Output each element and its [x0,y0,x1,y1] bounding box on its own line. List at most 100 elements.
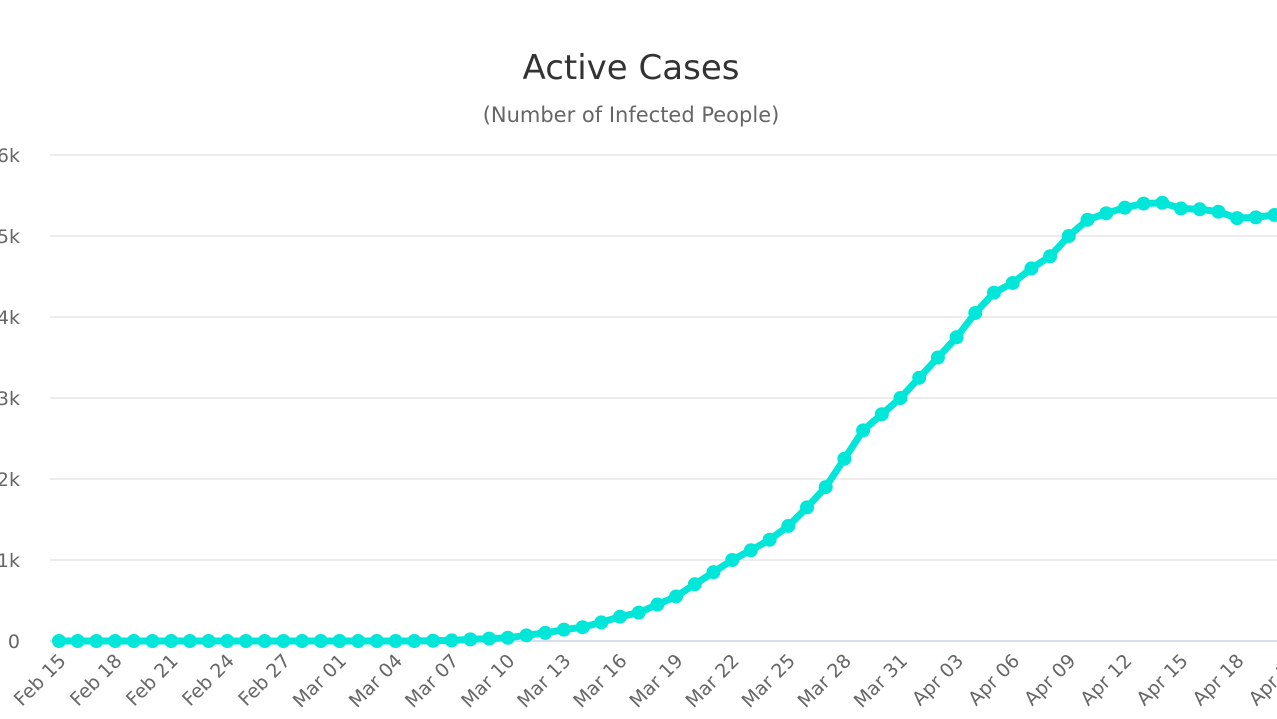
series-line-active-cases [55,199,1277,645]
data-point[interactable] [369,634,384,648]
data-point[interactable] [1192,202,1207,217]
x-tick-label: Mar 16 [569,650,631,712]
x-tick-label: Apr 15 [1132,650,1192,710]
data-point[interactable] [949,330,964,345]
data-point[interactable] [295,634,310,648]
data-point[interactable] [669,589,684,604]
data-point[interactable] [818,480,833,495]
y-tick-label: 4k [0,307,20,329]
data-point[interactable] [351,634,366,648]
data-point[interactable] [1099,206,1114,221]
x-tick-label: Apr 18 [1188,650,1248,710]
x-tick-label: Apr 12 [1076,650,1136,710]
y-tick-label: 1k [0,550,20,572]
data-point[interactable] [164,634,179,648]
data-point[interactable] [631,605,646,620]
chart-title: Active Cases [523,48,740,88]
data-point[interactable] [781,518,796,533]
data-point[interactable] [145,634,160,648]
data-point[interactable] [332,634,347,648]
data-point[interactable] [89,634,104,648]
data-point[interactable] [556,622,571,637]
data-point[interactable] [650,597,665,612]
x-tick-label: Mar 28 [794,650,856,712]
data-point[interactable] [987,285,1001,300]
data-point[interactable] [108,634,123,648]
data-point[interactable] [1061,229,1076,243]
data-point[interactable] [182,634,197,648]
data-point[interactable] [239,634,253,648]
data-point[interactable] [930,350,945,365]
y-tick-label: 2k [0,469,20,491]
data-point[interactable] [1024,261,1039,276]
data-point[interactable] [1136,196,1151,211]
x-tick-label: Feb 21 [122,650,183,711]
data-point[interactable] [388,634,403,648]
data-point[interactable] [1043,249,1058,264]
data-point[interactable] [800,500,814,515]
x-tick-label: Apr 09 [1020,650,1080,710]
chart-subtitle: (Number of Infected People) [483,103,780,127]
data-point[interactable] [874,407,889,422]
y-tick-label: 0 [8,631,20,653]
x-tick-label: Feb 24 [178,650,239,711]
data-point[interactable] [126,634,141,648]
x-tick-label: Mar 31 [850,650,912,712]
data-point[interactable] [538,625,553,640]
x-tick-label: Mar 04 [345,650,407,712]
data-point[interactable] [313,634,328,648]
data-point[interactable] [500,630,515,645]
data-point[interactable] [893,391,908,405]
y-tick-label: 6k [0,145,20,167]
x-tick-label: Mar 25 [738,650,800,712]
data-point[interactable] [594,615,609,630]
data-point[interactable] [257,634,272,648]
data-point[interactable] [482,631,497,646]
data-point[interactable] [706,565,721,580]
data-point[interactable] [1230,211,1245,226]
data-point[interactable] [70,634,85,648]
data-point[interactable] [52,634,66,648]
x-tick-label: Feb 15 [10,650,71,711]
series-layer [55,199,1277,645]
data-point[interactable] [444,633,459,648]
x-tick-label: Mar 13 [513,650,575,712]
data-point[interactable] [687,577,702,592]
data-point[interactable] [856,423,871,438]
data-point[interactable] [575,620,590,635]
data-point[interactable] [519,628,534,643]
x-tick-label: Apr 21 [1245,650,1277,710]
data-point[interactable] [1267,207,1277,222]
data-point[interactable] [1211,204,1226,219]
data-points [52,195,1277,648]
data-point[interactable] [743,543,758,558]
data-point[interactable] [463,632,478,647]
x-tick-label: Mar 10 [457,650,519,712]
data-point[interactable] [1005,275,1020,290]
y-axis-labels: 0 1k 2k 3k 4k 5k 6k [0,145,20,653]
data-point[interactable] [201,634,216,648]
x-tick-label: Mar 19 [625,650,687,712]
data-point[interactable] [426,633,440,648]
data-point[interactable] [220,634,235,648]
y-tick-label: 3k [0,388,20,410]
x-tick-label: Apr 06 [964,650,1024,710]
data-point[interactable] [276,634,291,648]
data-point[interactable] [1155,195,1170,210]
data-point[interactable] [1080,212,1095,227]
data-point[interactable] [1248,210,1263,225]
data-point[interactable] [725,553,740,567]
data-point[interactable] [762,532,777,547]
data-point[interactable] [912,370,927,385]
data-point[interactable] [1174,201,1188,216]
data-point[interactable] [837,451,852,466]
x-tick-label: Apr 03 [908,650,968,710]
data-point[interactable] [613,609,627,624]
x-tick-label: Mar 01 [289,650,351,712]
x-tick-label: Feb 18 [66,650,127,711]
data-point[interactable] [407,634,422,648]
data-point[interactable] [968,305,983,320]
data-point[interactable] [1117,200,1132,215]
